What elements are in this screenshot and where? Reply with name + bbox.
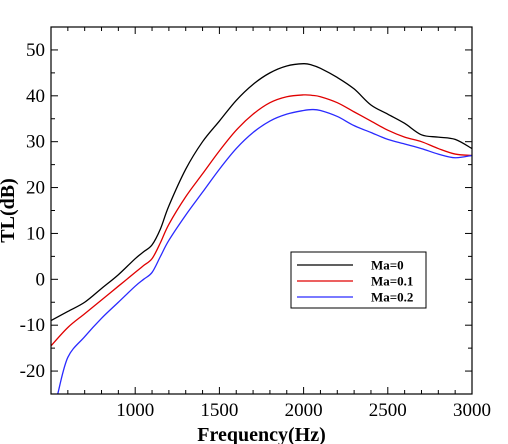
plot-frame bbox=[50, 26, 473, 395]
legend-label: Ma=0.2 bbox=[371, 290, 413, 305]
y-tick-label: -20 bbox=[20, 361, 45, 382]
y-tick-label: 10 bbox=[26, 223, 45, 244]
x-tick-label: 1500 bbox=[200, 400, 238, 421]
series-layer bbox=[50, 63, 473, 395]
x-tick-label: 1000 bbox=[116, 400, 154, 421]
x-tick-label: 2500 bbox=[369, 400, 407, 421]
y-tick-label: -10 bbox=[20, 315, 45, 336]
y-tick-label: 50 bbox=[26, 40, 45, 61]
y-tick-label: 40 bbox=[26, 86, 45, 107]
legend: Ma=0Ma=0.1Ma=0.2 bbox=[290, 251, 427, 309]
series-line-2 bbox=[50, 94, 473, 347]
tick-layer: 1000 1500 2000 2500 3000 -20 -10 0 10 20 30 40 50 bbox=[20, 26, 491, 421]
series-line-3 bbox=[57, 108, 473, 395]
legend-box bbox=[290, 251, 427, 309]
y-tick-label: 30 bbox=[26, 132, 45, 153]
y-tick-label: 20 bbox=[26, 178, 45, 199]
x-tick-label: 3000 bbox=[453, 400, 491, 421]
y-axis-title: TL(dB) bbox=[0, 178, 19, 242]
x-axis-title: Frequency(Hz) bbox=[197, 424, 326, 444]
series-line-1 bbox=[50, 63, 473, 322]
x-tick-label: 2000 bbox=[285, 400, 323, 421]
legend-label: Ma=0.1 bbox=[371, 274, 413, 289]
legend-label: Ma=0 bbox=[371, 258, 404, 273]
y-tick-label: 0 bbox=[36, 269, 46, 290]
